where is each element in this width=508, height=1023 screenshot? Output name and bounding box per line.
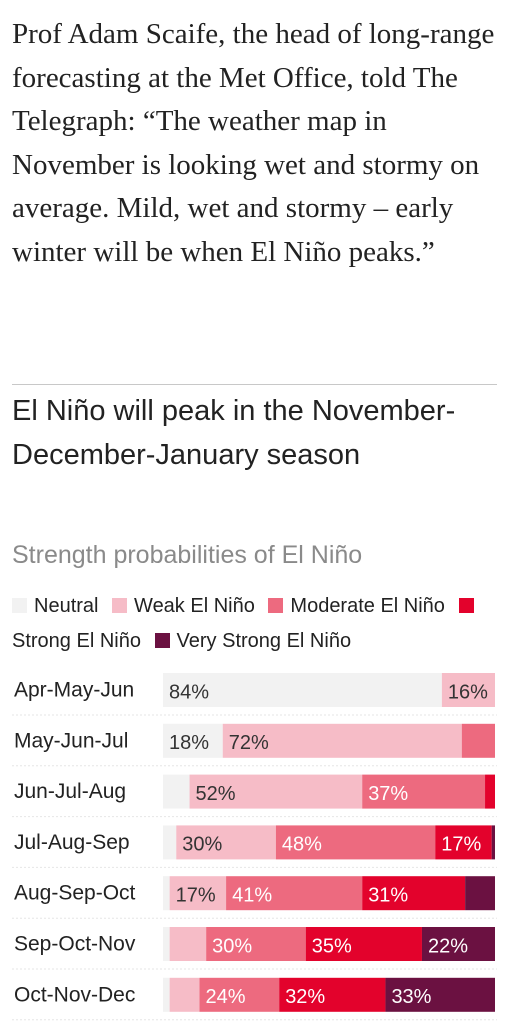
- row-label: May-Jun-Jul: [14, 729, 128, 752]
- bar-segment: [169, 876, 227, 911]
- bar-segment: [163, 774, 190, 809]
- bar-segment: [435, 825, 492, 860]
- legend-item: Very Strong El Niño: [154, 630, 352, 652]
- row-label: Jul-Aug-Sep: [14, 831, 130, 854]
- bar-segment: [222, 723, 462, 758]
- value-label: 37%: [368, 783, 408, 805]
- bar-segment: [189, 774, 363, 809]
- bar-segment: [362, 774, 486, 809]
- chart-subtitle: Strength probabilities of El Niño: [12, 541, 363, 569]
- bar-segment: [226, 876, 363, 911]
- bar-segment: [305, 927, 422, 961]
- value-label: 41%: [232, 884, 272, 906]
- value-label: 22%: [428, 935, 468, 957]
- legend-label: Neutral: [34, 595, 99, 617]
- value-label: 33%: [391, 986, 431, 1008]
- chart-title: El Niño will peak in the November-Decemb…: [12, 395, 456, 471]
- row-label: Jun-Jul-Aug: [14, 780, 126, 803]
- legend-label: Weak El Niño: [134, 595, 255, 617]
- value-label: 18%: [169, 732, 209, 754]
- bar-segment: [279, 977, 386, 1012]
- bar-segment: [176, 825, 276, 860]
- article-paragraph: Prof Adam Scaife, the head of long-range…: [12, 18, 495, 268]
- legend-label: Moderate El Niño: [290, 595, 445, 617]
- bar-segment: [485, 774, 495, 809]
- bar-segment: [163, 876, 170, 911]
- value-label: 35%: [312, 935, 352, 957]
- bar-segment: [199, 977, 280, 1012]
- legend-item: Weak El Niño: [112, 595, 255, 617]
- chart: Apr-May-Jun 84% 16% May-Jun-Jul 18% 72% Jun-Ju…: [12, 673, 497, 1021]
- bar-segment: [163, 977, 170, 1012]
- bar-segment: [461, 723, 495, 758]
- value-label: 24%: [206, 986, 246, 1008]
- value-label: 32%: [285, 986, 325, 1008]
- legend-swatch: [154, 633, 170, 648]
- legend-label: Very Strong El Niño: [176, 630, 352, 652]
- bar-segment: [441, 673, 495, 707]
- legend-swatch: [12, 598, 27, 613]
- bar-segment: [465, 876, 495, 911]
- value-label: 17%: [176, 884, 216, 906]
- row-label: Apr-May-Jun: [14, 679, 134, 702]
- bar-segment: [163, 825, 177, 860]
- legend-item: Neutral: [12, 595, 98, 617]
- bar-segment: [163, 723, 223, 758]
- legend-swatch: [458, 598, 474, 613]
- row-label: Sep-Oct-Nov: [14, 933, 136, 956]
- bar-segment: [163, 927, 170, 961]
- bar-segment: [169, 927, 207, 961]
- bar-segment: [163, 673, 442, 707]
- value-label: 72%: [229, 732, 269, 754]
- legend-item: Strong El Niño: [12, 595, 481, 652]
- row-label: Aug-Sep-Oct: [14, 882, 136, 905]
- value-label: 31%: [368, 884, 408, 906]
- value-label: 16%: [448, 681, 488, 703]
- legend-swatch: [112, 598, 128, 613]
- legend-item: Moderate El Niño: [268, 595, 445, 617]
- legend-label: Strong El Niño: [12, 630, 141, 652]
- legend-swatch: [268, 598, 284, 613]
- divider: [12, 384, 497, 385]
- row-label: Oct-Nov-Dec: [14, 983, 135, 1006]
- bar-segment: [385, 977, 495, 1012]
- bar-segment: [275, 825, 436, 860]
- bar-segment: [491, 825, 495, 860]
- bar-segment: [362, 876, 466, 911]
- bar-segment: [206, 927, 306, 961]
- value-label: 84%: [169, 681, 209, 703]
- value-label: 30%: [182, 834, 222, 856]
- value-label: 48%: [282, 834, 322, 856]
- value-label: 30%: [212, 935, 252, 957]
- legend: Neutral Weak El Niño Moderate El Niño St…: [12, 589, 482, 659]
- bar-segment: [421, 927, 495, 961]
- bar-segment: [169, 977, 200, 1012]
- value-label: 52%: [196, 783, 236, 805]
- value-label: 17%: [441, 834, 481, 856]
